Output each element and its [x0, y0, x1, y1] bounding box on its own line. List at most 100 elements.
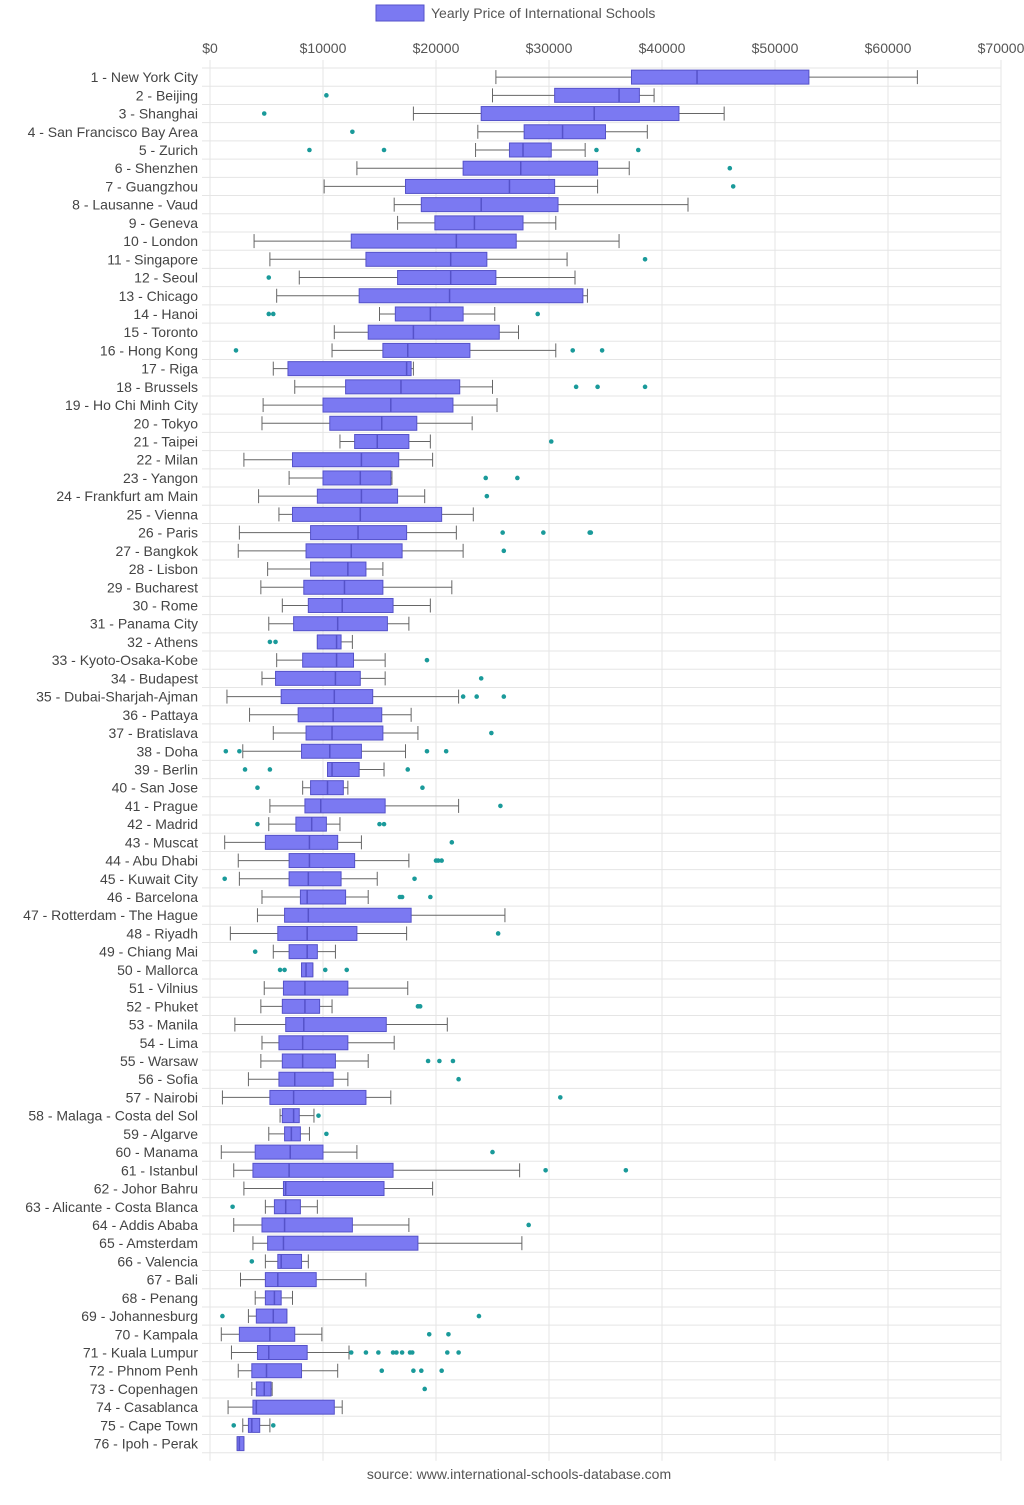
box-group[interactable] [260, 579, 453, 595]
box-group[interactable] [237, 543, 507, 559]
box-group[interactable] [229, 925, 501, 941]
box-group[interactable] [220, 1144, 495, 1160]
box-group[interactable] [234, 1017, 448, 1033]
outlier-point [515, 475, 520, 481]
box-group[interactable] [268, 1126, 329, 1142]
box-group[interactable] [267, 561, 384, 577]
outlier-point [223, 748, 229, 754]
box-group[interactable] [220, 1308, 482, 1324]
outlier-point [594, 147, 599, 153]
box-group[interactable] [260, 998, 423, 1014]
box-group[interactable] [393, 197, 689, 213]
box-group[interactable] [222, 871, 417, 887]
box-group[interactable] [294, 379, 648, 395]
box-group[interactable] [261, 889, 433, 905]
box-group[interactable] [267, 634, 353, 650]
box-group[interactable] [272, 361, 414, 377]
box-iqr [305, 725, 384, 741]
box-group[interactable] [258, 488, 490, 504]
box-group[interactable] [221, 1089, 563, 1105]
category-label: 62 - Johor Bahru [94, 1181, 198, 1197]
box-group[interactable] [233, 1162, 629, 1178]
outlier-point [439, 1368, 444, 1374]
box-group[interactable] [324, 87, 655, 103]
box-group[interactable] [277, 962, 350, 978]
box-group[interactable] [226, 689, 507, 705]
box-group[interactable] [249, 1253, 309, 1269]
box-group[interactable] [255, 780, 425, 796]
category-label: 66 - Valencia [117, 1253, 198, 1269]
box-group[interactable] [230, 1199, 318, 1215]
outlier-point [222, 876, 227, 882]
box-group[interactable] [253, 233, 620, 249]
outlier-point [483, 475, 489, 481]
box-group[interactable] [278, 506, 474, 522]
box-group[interactable] [276, 288, 588, 304]
box-group[interactable] [261, 415, 473, 431]
box-group[interactable] [249, 707, 412, 723]
box-group[interactable] [254, 1290, 293, 1306]
box-group[interactable] [231, 1417, 276, 1433]
box-group[interactable] [307, 142, 641, 158]
box-group[interactable] [224, 834, 455, 850]
box-group[interactable] [233, 1217, 531, 1233]
box-group[interactable] [350, 124, 648, 140]
outlier-point [267, 639, 273, 645]
category-label: 35 - Dubai-Sharjah-Ajman [36, 689, 198, 705]
box-group[interactable] [233, 342, 605, 358]
outlier-point [252, 949, 258, 954]
box-group[interactable] [247, 1071, 461, 1087]
box-group[interactable] [269, 798, 503, 814]
outlier-point [390, 1350, 396, 1355]
box-group[interactable] [220, 1326, 451, 1342]
outlier-point [548, 439, 554, 444]
box-group[interactable] [230, 1345, 461, 1361]
box-group[interactable] [238, 525, 594, 541]
box-group[interactable] [356, 160, 733, 176]
legend[interactable]: Yearly Price of International Schools [375, 4, 655, 22]
box-group[interactable] [276, 652, 430, 668]
box-iqr [462, 160, 599, 176]
box-iqr [277, 1253, 303, 1269]
box-group[interactable] [279, 1108, 321, 1124]
box-group[interactable] [268, 616, 410, 632]
box-group[interactable] [281, 597, 431, 613]
box-group[interactable] [269, 251, 648, 267]
box-group[interactable] [256, 907, 506, 923]
box-group[interactable] [333, 324, 519, 340]
box-group[interactable] [266, 306, 540, 322]
box-group[interactable] [266, 270, 576, 286]
box-group[interactable] [397, 215, 557, 231]
box-iqr [316, 488, 399, 504]
category-label: 38 - Doha [137, 743, 199, 759]
box-group[interactable] [260, 1053, 456, 1069]
box-group[interactable] [261, 106, 725, 122]
box-group[interactable] [227, 1399, 343, 1415]
box-group[interactable] [237, 853, 444, 869]
box-group[interactable] [261, 670, 484, 686]
box-group[interactable] [223, 743, 449, 759]
box-group[interactable] [252, 1235, 523, 1251]
box-group[interactable] [251, 1381, 428, 1397]
category-label: 32 - Athens [127, 634, 198, 650]
box-group[interactable] [339, 434, 554, 450]
box-group[interactable] [495, 69, 918, 85]
box-group[interactable] [243, 452, 434, 468]
box-group[interactable] [323, 178, 736, 194]
box-group[interactable] [261, 1035, 395, 1051]
box-group[interactable] [240, 1272, 367, 1288]
box-group[interactable] [242, 761, 411, 777]
box-group[interactable] [255, 816, 387, 832]
box-group[interactable] [237, 1363, 444, 1379]
box-group[interactable] [236, 1436, 245, 1452]
outlier-point [439, 858, 444, 863]
box-group[interactable] [243, 1181, 434, 1197]
outlier-point [255, 785, 260, 790]
box-group[interactable] [272, 725, 494, 741]
box-group[interactable] [288, 470, 520, 486]
box-group[interactable] [252, 944, 336, 960]
box-group[interactable] [263, 980, 409, 996]
outlier-point [426, 1331, 432, 1337]
box-iqr [288, 853, 356, 869]
box-group[interactable] [262, 397, 498, 413]
